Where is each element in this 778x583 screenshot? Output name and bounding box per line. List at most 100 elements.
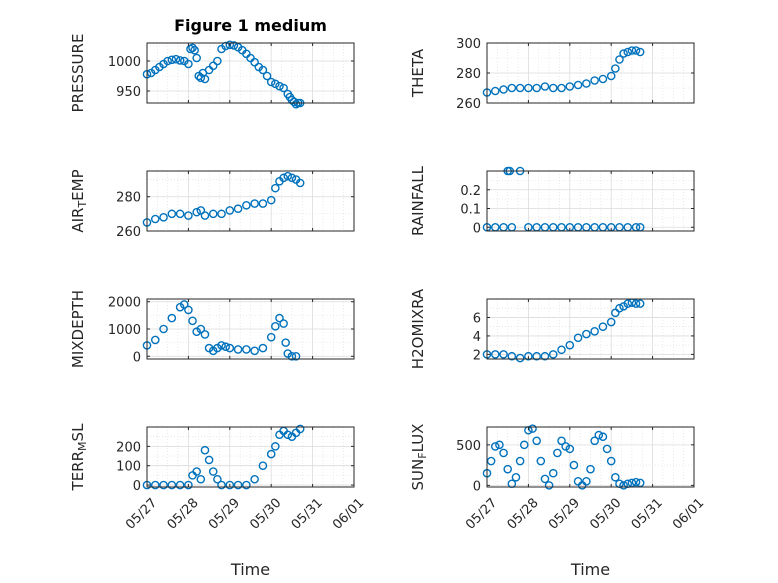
data-point (266, 332, 276, 342)
data-point (565, 82, 575, 91)
data-point (590, 436, 599, 446)
data-point (159, 324, 168, 334)
data-point (283, 171, 293, 181)
data-point (515, 456, 525, 466)
data-point (242, 200, 251, 210)
data-point (233, 480, 243, 490)
y-tick-label: 6 (473, 311, 481, 326)
y-tick-label: 280 (116, 191, 141, 206)
data-point (196, 324, 206, 334)
data-point (515, 353, 525, 363)
y-axis-label-part: THETA (409, 48, 427, 98)
data-point (167, 55, 177, 65)
y-axis-label: RAINFALL (409, 165, 427, 236)
data-point (540, 351, 550, 361)
y-axis-label-subscript: M (76, 441, 89, 451)
data-point (598, 322, 608, 331)
data-point (188, 43, 197, 53)
data-point (615, 55, 624, 64)
data-point (524, 351, 533, 361)
data-point (190, 45, 199, 55)
data-point (196, 73, 206, 83)
data-point (582, 329, 591, 339)
y-axis-label: SUNFLUX (409, 424, 429, 491)
axes-box-rainfall (486, 170, 695, 232)
y-tick-label: 500 (456, 439, 481, 454)
data-point (150, 480, 160, 490)
data-point (179, 300, 189, 309)
data-point (598, 432, 608, 442)
data-point (598, 74, 608, 84)
data-point (495, 440, 504, 450)
data-point (279, 173, 288, 183)
y-axis-label-part: EMP (69, 169, 87, 200)
data-point (159, 480, 168, 490)
data-point (175, 480, 185, 490)
data-point (524, 83, 533, 93)
data-point (602, 444, 612, 454)
data-point (275, 81, 284, 91)
y-axis-label-part: RAINFALL (409, 165, 427, 236)
data-point (150, 335, 160, 345)
data-point (262, 71, 272, 81)
data-point (635, 47, 645, 57)
data-point (544, 481, 554, 490)
y-axis-label-part: PRESSURE (69, 34, 87, 113)
y-axis-label: PRESSURE (69, 34, 87, 113)
data-point (590, 327, 599, 336)
data-point (271, 183, 280, 193)
data-point (623, 47, 633, 57)
data-point (287, 351, 297, 361)
y-tick-label: 2 (473, 348, 481, 363)
data-point (515, 83, 525, 93)
data-point (528, 424, 537, 433)
data-point (242, 345, 251, 354)
data-point (184, 59, 193, 69)
data-point (221, 41, 230, 51)
data-point (196, 206, 206, 215)
y-axis-label-part: H2OMIXRA (409, 288, 427, 369)
data-point (287, 173, 297, 183)
data-point (582, 477, 591, 486)
data-point (606, 317, 616, 327)
data-point (573, 333, 583, 343)
data-point (569, 460, 579, 470)
data-point (291, 351, 301, 361)
data-point (184, 211, 193, 220)
data-point (221, 342, 230, 352)
data-point (573, 80, 583, 90)
data-point (295, 178, 305, 188)
data-point (217, 341, 226, 350)
y-tick-label: 1000 (108, 55, 141, 70)
data-point (553, 448, 562, 458)
data-point (611, 64, 620, 73)
data-point (213, 56, 222, 66)
data-point (548, 350, 558, 359)
y-tick-label: 0.2 (460, 184, 481, 199)
axes-box-h2omixra (486, 298, 695, 360)
data-point (499, 85, 508, 94)
data-point (233, 204, 243, 214)
data-point (266, 449, 276, 459)
data-point (279, 319, 288, 328)
data-point (623, 299, 633, 308)
y-tick-label: 280 (456, 67, 481, 82)
data-point (242, 480, 251, 490)
data-point (594, 430, 604, 440)
y-axis-label-subscript: F (416, 452, 429, 458)
y-tick-label: 950 (116, 85, 141, 100)
data-point (163, 56, 172, 66)
data-point (184, 480, 193, 490)
data-point (540, 474, 550, 484)
y-tick-label: 100 (116, 460, 141, 475)
data-point (490, 350, 500, 359)
data-point (619, 49, 628, 58)
data-point (258, 343, 268, 353)
data-point (631, 46, 641, 55)
data-point (631, 299, 641, 308)
x-axis-label: Time (230, 560, 270, 579)
data-point (208, 61, 218, 71)
data-point (627, 46, 637, 55)
data-point (266, 77, 276, 87)
